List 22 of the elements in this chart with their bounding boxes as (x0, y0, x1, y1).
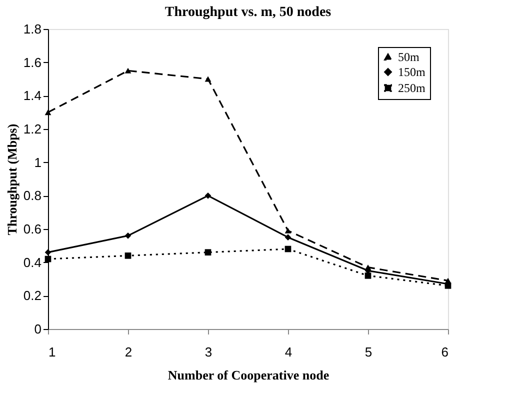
y-tick-label: 1.4 (23, 88, 42, 104)
legend-label: 150m (398, 65, 426, 79)
x-tick-label: 3 (204, 344, 212, 360)
y-tick-label: 0.2 (23, 288, 42, 304)
y-axis-title: Throughput (Mbps) (4, 124, 20, 236)
x-tick-label: 6 (441, 344, 448, 360)
x-tick-label: 4 (284, 344, 292, 360)
x-tick-label: 5 (364, 344, 372, 360)
y-tick-label: 1.6 (23, 54, 42, 70)
y-tick-label: 1.8 (23, 22, 42, 36)
x-tick-label: 2 (124, 344, 132, 360)
y-tick-label: 0.6 (23, 222, 42, 236)
y-tick-label: 0 (34, 322, 42, 336)
legend-label: 250m (398, 81, 426, 95)
x-tick-label: 1 (48, 344, 56, 360)
y-tick-label: 1.2 (23, 122, 42, 136)
legend-label: 50m (398, 50, 420, 64)
y-tick-label: 0.4 (23, 254, 42, 270)
y-tick-label: 0.8 (23, 188, 42, 204)
y-tick-label: 1 (34, 154, 42, 170)
chart-title: Throughput vs. m, 50 nodes (164, 5, 332, 20)
x-axis-title: Number of Cooperative node (168, 368, 330, 382)
